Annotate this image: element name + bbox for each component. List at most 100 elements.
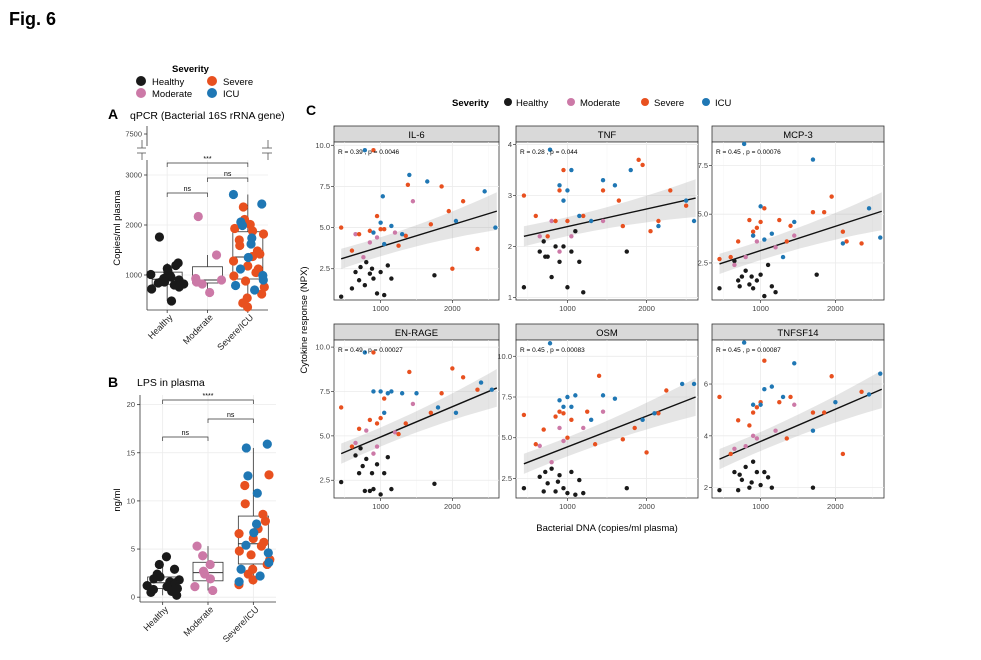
data-point-icu [251, 519, 262, 529]
data-point-icu [252, 488, 262, 498]
data-point-severe [403, 233, 408, 239]
data-point-severe [407, 369, 412, 375]
data-point-healthy [166, 296, 177, 306]
x-tick-label: 2000 [444, 304, 461, 313]
data-point-healthy [553, 244, 558, 249]
panel-a-title: qPCR (Bacterial 16S rRNA gene) [130, 110, 285, 122]
data-point-healthy [565, 285, 570, 290]
panel-a-plot: 3000 2000 1000 Healthy Moderate Severe/ICU ***… [125, 126, 272, 352]
data-point-icu [691, 381, 697, 387]
data-point-healthy [154, 232, 165, 242]
facet-title: TNFSF14 [777, 328, 818, 339]
data-point-healthy [521, 486, 527, 491]
x-tick-label: 1000 [372, 502, 389, 511]
data-point-severe [656, 218, 661, 224]
confidence-band [719, 370, 882, 470]
data-point-severe [840, 451, 846, 457]
data-point-healthy [743, 464, 748, 470]
data-point-healthy [367, 271, 373, 276]
x-tick-label: 1000 [559, 304, 576, 313]
panel-c-xlabel: Bacterial DNA (copies/ml plasma) [536, 523, 678, 534]
data-point-moderate [600, 409, 606, 414]
data-point-icu [399, 391, 405, 396]
panel-b-ylabel: ng/ml [112, 488, 123, 511]
data-point-moderate [549, 459, 554, 465]
data-point-severe [754, 225, 760, 231]
significance-label: **** [203, 393, 214, 400]
data-point-icu [371, 230, 376, 235]
data-point-severe [656, 411, 661, 416]
data-point-severe [235, 240, 245, 251]
data-point-healthy [810, 485, 816, 490]
y-tick-label: 2 [704, 483, 708, 492]
data-point-icu [840, 241, 846, 246]
data-point-icu [792, 219, 797, 225]
y-tick-label: 5.0 [320, 223, 330, 232]
panel-b-plot: 20 15 10 5 0 Healthy Moderate Severe/ICU **** ns n… [127, 393, 276, 644]
data-point-severe [460, 375, 466, 380]
data-point-healthy [624, 486, 629, 491]
legend-c-key-severe [641, 98, 649, 106]
data-point-severe [758, 219, 763, 225]
data-point-moderate [353, 440, 358, 446]
data-point-icu [407, 172, 412, 178]
x-tick-label: Severe/ICU [215, 312, 255, 352]
correlation-stat: R = 0.45 , p = 0.00087 [716, 347, 781, 354]
data-point-healthy [382, 470, 387, 476]
data-point-healthy [432, 273, 437, 278]
legend-c-label-moderate: Moderate [580, 98, 620, 109]
regression-line [340, 387, 498, 455]
data-point-icu [255, 571, 265, 581]
y-tick-label: 4 [704, 431, 708, 440]
data-point-icu [741, 141, 747, 147]
data-point-icu [478, 380, 484, 385]
data-point-healthy [549, 466, 554, 471]
significance-label: ns [224, 171, 232, 178]
y-tick-label: 10.0 [315, 141, 330, 150]
data-point-healthy [762, 469, 767, 475]
data-point-icu [679, 381, 685, 387]
data-point-severe [750, 410, 756, 415]
data-point-healthy [749, 274, 754, 279]
data-point-healthy [358, 264, 363, 270]
data-point-moderate [190, 581, 200, 592]
data-point-moderate [557, 249, 562, 254]
data-point-moderate [537, 443, 542, 449]
data-point-healthy [364, 456, 369, 462]
data-point-icu [547, 341, 553, 346]
data-point-icu [810, 428, 816, 433]
data-point-severe [260, 516, 270, 526]
data-point-healthy [389, 276, 394, 281]
data-point-severe [784, 239, 789, 244]
data-point-severe [246, 550, 256, 560]
panel-c: C Severity Healthy Moderate Severe ICU I… [299, 98, 885, 534]
data-point-moderate [581, 425, 586, 431]
data-point-moderate [197, 279, 207, 289]
data-point-severe [403, 421, 408, 426]
data-point-severe [553, 414, 558, 419]
data-point-icu [878, 235, 883, 240]
x-tick-label: 1000 [752, 502, 769, 511]
data-point-icu [362, 148, 368, 153]
data-point-icu [382, 410, 387, 415]
data-point-icu [561, 198, 566, 203]
data-point-severe [439, 184, 444, 189]
data-point-severe [439, 391, 444, 396]
data-point-moderate [392, 230, 398, 235]
data-point-healthy [360, 463, 365, 469]
data-point-moderate [208, 585, 218, 596]
data-point-icu [489, 387, 495, 392]
panel-c-facets: IL-6 10.0 7.5 5.0 2.5 1000 2000 R = 0.39 , p = … [315, 125, 885, 511]
data-point-healthy [557, 259, 562, 264]
data-point-healthy [732, 258, 737, 264]
data-point-healthy [754, 469, 760, 475]
data-point-healthy [735, 488, 741, 493]
data-point-icu [769, 384, 775, 389]
legend-label-healthy: Healthy [152, 77, 184, 88]
correlation-stat: R = 0.45 , p = 0.00083 [520, 347, 585, 354]
data-point-icu [246, 239, 256, 249]
data-point-severe [396, 243, 401, 248]
data-point-icu [453, 410, 459, 415]
data-point-healthy [747, 485, 752, 490]
data-point-severe [668, 188, 673, 193]
